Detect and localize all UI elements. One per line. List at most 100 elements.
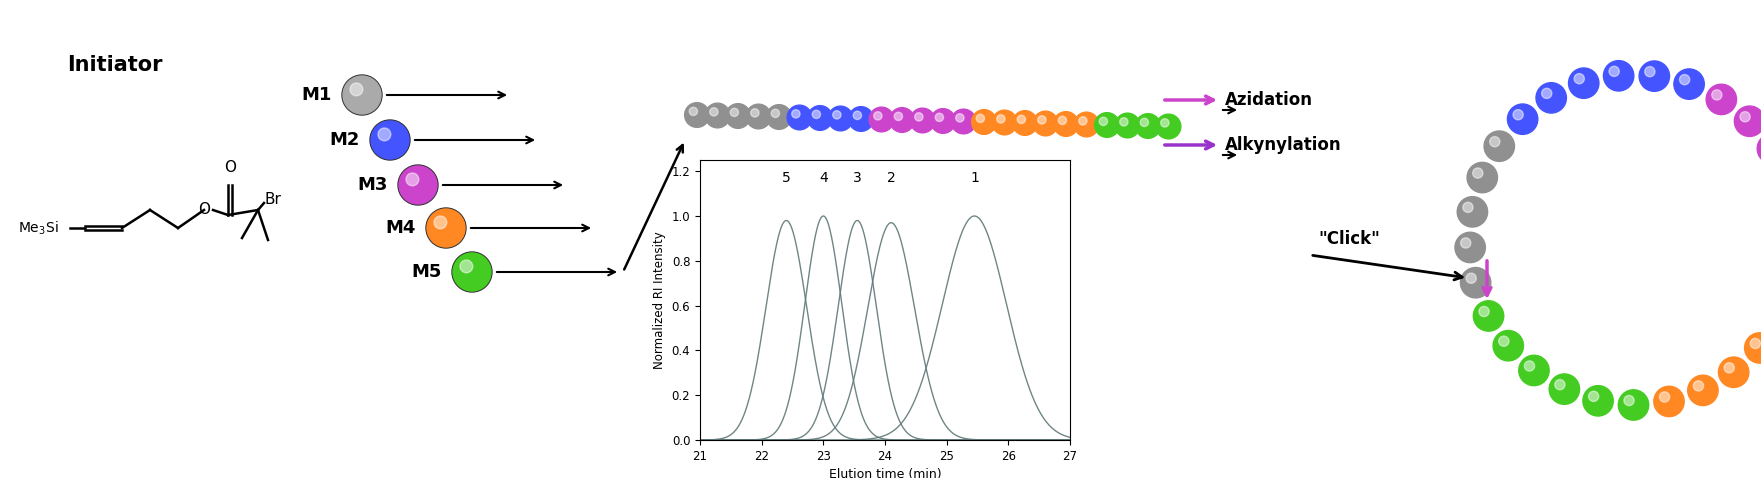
Circle shape [1740,112,1750,122]
Circle shape [771,109,780,118]
Circle shape [895,112,903,120]
Circle shape [750,109,759,117]
Circle shape [1467,163,1497,193]
Circle shape [956,114,963,122]
Circle shape [1115,113,1139,138]
Circle shape [1536,83,1567,113]
Circle shape [731,108,738,117]
Circle shape [398,165,438,205]
Text: O: O [197,203,210,217]
Circle shape [873,112,882,120]
Circle shape [1639,61,1669,91]
Circle shape [1574,74,1585,84]
Circle shape [1139,118,1148,127]
Circle shape [407,173,419,186]
Circle shape [1654,386,1684,417]
Circle shape [1455,232,1485,262]
Circle shape [870,107,895,132]
Circle shape [370,120,410,160]
Circle shape [460,260,472,273]
Text: 2: 2 [888,171,896,185]
Circle shape [1053,112,1078,136]
Circle shape [1079,117,1087,125]
Circle shape [1724,363,1735,373]
Circle shape [930,109,956,133]
Circle shape [766,105,791,130]
Circle shape [1120,118,1129,126]
Circle shape [792,109,799,118]
Circle shape [1719,357,1749,388]
Circle shape [710,108,718,116]
Circle shape [1463,202,1472,213]
Text: Azidation: Azidation [1226,91,1314,109]
Circle shape [1058,116,1067,125]
Circle shape [889,108,914,132]
Circle shape [914,113,923,121]
Circle shape [1460,268,1492,298]
Circle shape [1099,117,1108,126]
Circle shape [1624,395,1634,406]
Circle shape [1645,66,1655,77]
Circle shape [1675,69,1705,99]
Circle shape [426,209,465,247]
Text: 4: 4 [819,171,828,185]
Circle shape [812,110,821,119]
Circle shape [1541,88,1551,98]
Y-axis label: Normalized RI Intensity: Normalized RI Intensity [653,231,666,369]
Circle shape [1136,114,1160,138]
Circle shape [342,75,382,115]
Circle shape [833,111,842,119]
Circle shape [343,76,380,114]
Circle shape [350,83,363,96]
Text: 1: 1 [970,171,979,185]
Circle shape [1618,390,1648,420]
Circle shape [1493,330,1523,361]
Circle shape [1013,110,1037,135]
Circle shape [1659,392,1669,402]
Circle shape [1472,168,1483,178]
Circle shape [972,109,997,134]
Circle shape [685,103,710,127]
Circle shape [1474,301,1504,331]
Circle shape [1034,111,1058,136]
Circle shape [453,252,491,292]
Circle shape [1490,137,1500,147]
Text: 3: 3 [852,171,861,185]
Circle shape [1687,375,1719,405]
Circle shape [433,216,447,229]
Circle shape [1694,381,1703,391]
Text: Alkynylation: Alkynylation [1226,136,1342,154]
Circle shape [787,105,812,130]
Circle shape [828,106,852,131]
Circle shape [1507,104,1537,134]
Circle shape [400,166,437,204]
Circle shape [1499,336,1509,347]
Circle shape [997,115,1006,123]
Circle shape [689,107,697,116]
Circle shape [1706,84,1736,115]
Text: Me$_3$Si: Me$_3$Si [18,219,58,237]
Circle shape [1485,131,1514,162]
Circle shape [910,108,935,133]
Text: M3: M3 [357,176,387,194]
Circle shape [1757,133,1761,164]
Circle shape [1604,61,1634,91]
Circle shape [1157,114,1182,139]
Circle shape [1712,90,1722,100]
Circle shape [1460,238,1470,248]
Circle shape [1610,66,1620,76]
Text: O: O [224,160,236,175]
X-axis label: Elution time (min): Elution time (min) [829,468,942,478]
Circle shape [453,253,491,291]
Circle shape [976,114,984,122]
Circle shape [1588,391,1599,402]
Text: M5: M5 [412,263,442,281]
Circle shape [1555,380,1566,390]
Circle shape [1479,306,1490,316]
Circle shape [935,113,944,121]
Circle shape [849,107,873,131]
Circle shape [704,103,729,128]
Circle shape [1735,106,1761,136]
Circle shape [379,128,391,141]
Circle shape [1525,361,1534,371]
